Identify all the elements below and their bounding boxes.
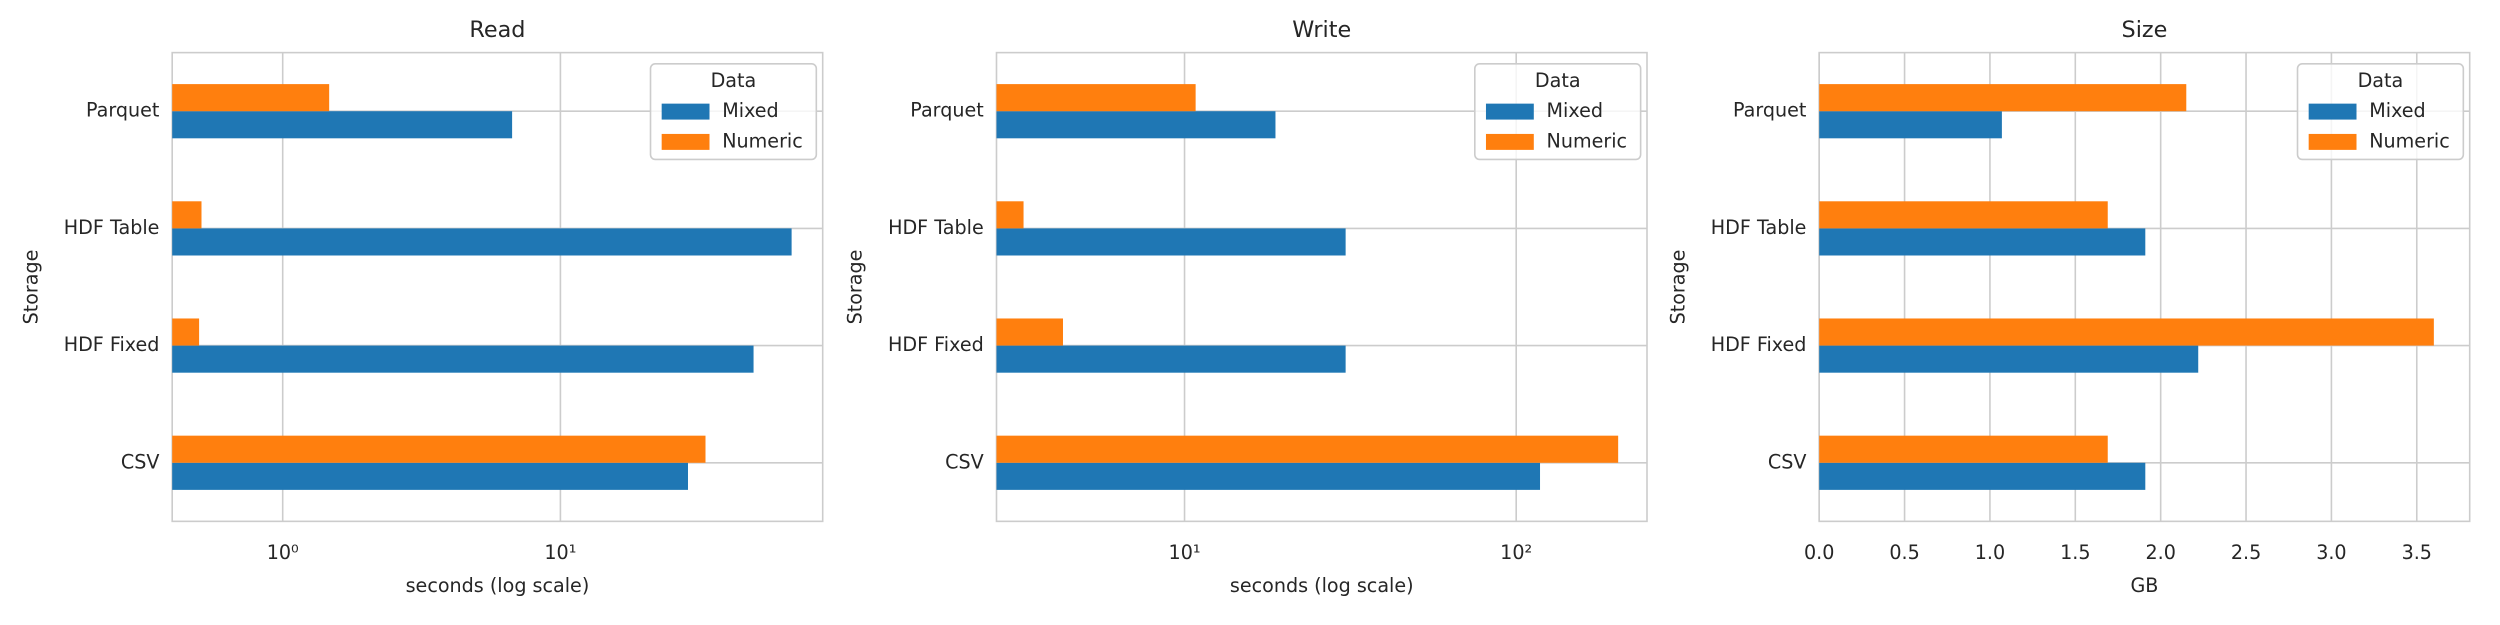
x-tick-label: 3.5 [2402,541,2432,564]
bar [172,84,330,112]
chart-title: Read [469,17,525,43]
y-tick-label: CSV [121,450,160,473]
legend-title: Data [2358,69,2404,92]
x-tick-label: 10⁰ [267,541,299,564]
bar [996,345,1346,373]
legend-swatch [1485,133,1534,150]
x-tick-label: 0.5 [1889,541,1919,564]
y-tick-label: CSV [945,450,984,473]
x-tick-label: 10¹ [544,541,576,564]
legend-swatch [2308,133,2357,150]
y-tick-label: HDF Table [64,216,160,239]
y-axis-label: Storage [1666,250,1689,325]
bar [996,228,1346,256]
bar [996,318,1063,346]
chart-title: Write [1292,17,1351,43]
legend-swatch [661,133,710,150]
plot-area [171,51,824,523]
x-tick-label: 3.0 [2316,541,2346,564]
x-axis-label: seconds (log scale) [1230,574,1414,597]
x-tick-label: 10¹ [1169,541,1201,564]
bar [1819,84,2187,112]
bar [1819,111,2002,139]
bar [172,462,688,490]
legend-swatch [2308,103,2357,120]
bar [996,435,1619,463]
legend-label: Numeric [2369,129,2450,152]
bar [1819,228,2146,256]
bar [1819,435,2108,463]
bar [172,318,200,346]
bar [172,345,754,373]
plot-area [995,51,1648,523]
bar [1819,201,2108,229]
legend-label: Numeric [1547,129,1628,152]
legend-swatch [661,103,710,120]
bar [996,462,1541,490]
y-tick-label: Parquet [86,99,160,122]
x-tick-label: 2.0 [2145,541,2175,564]
y-axis-label: Storage [844,250,867,325]
x-tick-label: 1.0 [1975,541,2005,564]
chart-title: Size [2122,17,2168,43]
x-tick-label: 1.5 [2060,541,2090,564]
bar [1819,345,2199,373]
bar [1819,318,2434,346]
x-tick-label: 2.5 [2231,541,2261,564]
legend-swatch [1485,103,1534,120]
y-tick-label: Parquet [1733,99,1807,122]
y-tick-label: HDF Fixed [888,333,984,356]
legend-label: Mixed [722,99,778,122]
x-tick-label: 0.0 [1804,541,1834,564]
bar [996,201,1024,229]
y-tick-label: Parquet [910,99,984,122]
legend-label: Mixed [1547,99,1603,122]
x-axis-label: seconds (log scale) [406,574,590,597]
legend-title: Data [711,69,757,92]
bar [172,201,202,229]
y-tick-label: HDF Table [888,216,984,239]
legend-label: Numeric [722,129,803,152]
bar [172,435,706,463]
bar [1819,462,2146,490]
y-tick-label: CSV [1768,450,1807,473]
y-tick-label: HDF Fixed [64,333,160,356]
legend-title: Data [1535,69,1581,92]
legend-label: Mixed [2369,99,2425,122]
y-tick-label: HDF Table [1711,216,1807,239]
x-tick-label: 10² [1500,541,1532,564]
bar [172,111,513,139]
bar [996,111,1276,139]
bar [172,228,792,256]
bar [996,84,1196,112]
x-axis-label: GB [2130,574,2158,597]
y-axis-label: Storage [19,250,42,325]
y-tick-label: HDF Fixed [1711,333,1807,356]
